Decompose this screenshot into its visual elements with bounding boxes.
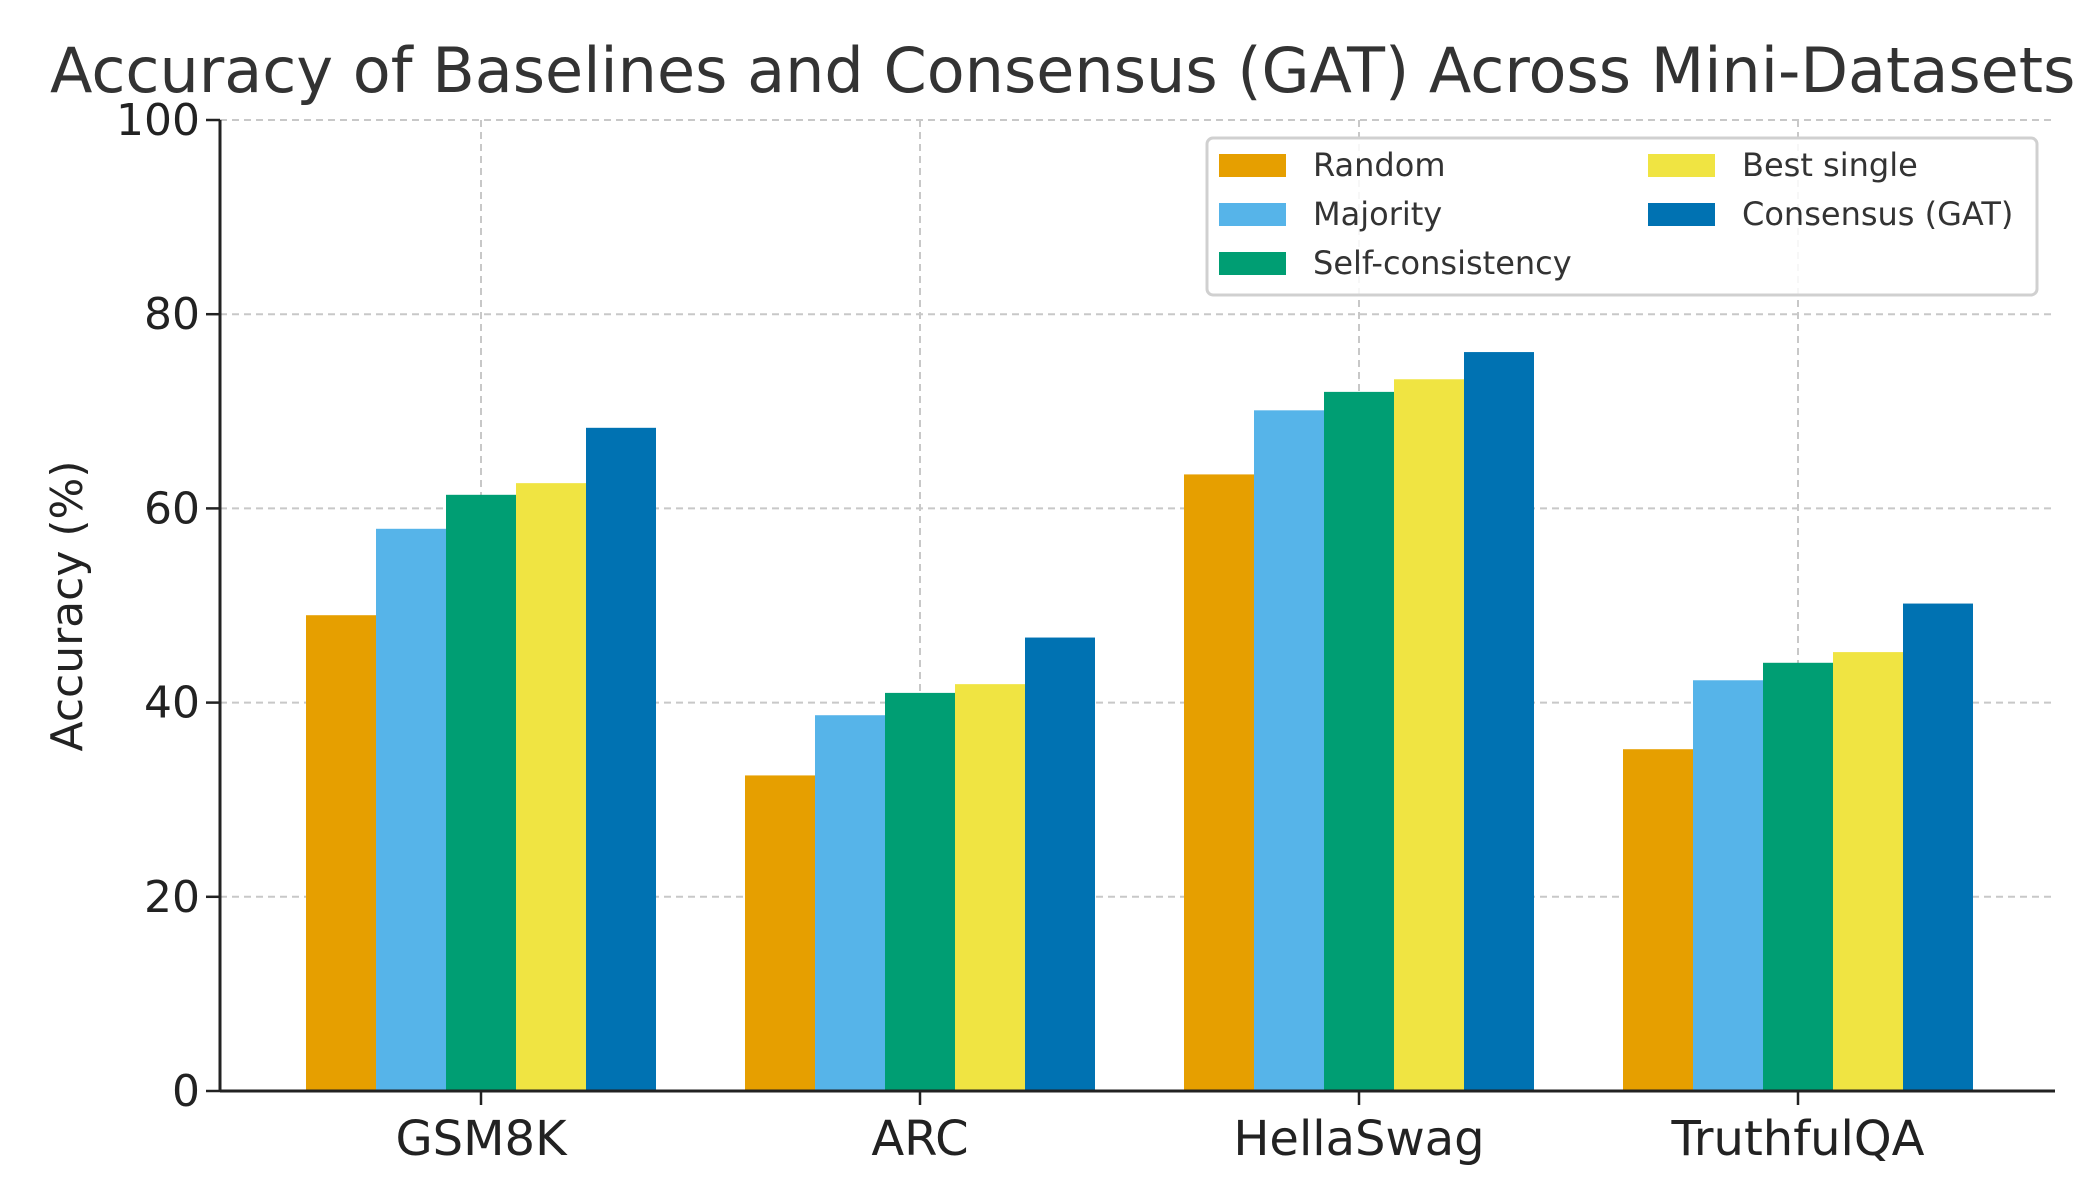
x-tick-label: TruthfulQA [1671, 1111, 1925, 1167]
chart-title: Accuracy of Baselines and Consensus (GAT… [50, 34, 2075, 107]
bar [1394, 379, 1464, 1092]
legend-label: Consensus (GAT) [1742, 195, 2013, 233]
legend-swatch [1219, 203, 1286, 226]
legend-label: Self-consistency [1313, 244, 1572, 282]
legend-swatch [1648, 154, 1715, 177]
bar [745, 775, 815, 1091]
bar [955, 684, 1025, 1091]
legend-swatch [1219, 252, 1286, 275]
bar [446, 494, 516, 1091]
axes [206, 118, 2055, 1105]
bar [1324, 391, 1394, 1091]
bar [376, 528, 446, 1091]
bar [1254, 410, 1324, 1092]
y-tick-label: 60 [144, 483, 200, 534]
bar [1623, 749, 1693, 1091]
x-tick-label: HellaSwag [1233, 1111, 1484, 1167]
legend-label: Random [1313, 146, 1445, 184]
legend-swatch [1648, 203, 1715, 226]
y-tick-label: 20 [144, 872, 200, 923]
bar [815, 715, 885, 1091]
legend-swatch [1219, 154, 1286, 177]
y-tick-label: 100 [116, 95, 200, 146]
bar [1763, 662, 1833, 1091]
bars [306, 352, 1973, 1092]
bar [306, 615, 376, 1091]
legend-box [1205, 136, 2039, 297]
y-tick-label: 80 [144, 289, 200, 340]
bar [516, 483, 586, 1091]
bar [586, 427, 656, 1091]
legend-label: Best single [1742, 146, 1918, 184]
bar [1184, 474, 1254, 1091]
tick-labels: 0 20 40 60 80 100 GSM8K ARC HellaSwag TruthfulQA [116, 95, 1925, 1167]
y-axis-label: Accuracy (%) [42, 460, 93, 751]
y-tick-label: 0 [172, 1066, 200, 1117]
bar [1025, 637, 1095, 1091]
y-tick-label: 40 [144, 678, 200, 729]
legend-label: Majority [1313, 195, 1442, 233]
bar [1464, 352, 1534, 1092]
bar [1833, 652, 1903, 1091]
bar [1693, 680, 1763, 1091]
bar [885, 692, 955, 1091]
x-tick-label: ARC [871, 1111, 968, 1167]
bar [1903, 603, 1973, 1091]
x-tick-label: GSM8K [395, 1111, 568, 1167]
legend: Random Majority Self-consistency Best singl… [1205, 136, 2039, 297]
